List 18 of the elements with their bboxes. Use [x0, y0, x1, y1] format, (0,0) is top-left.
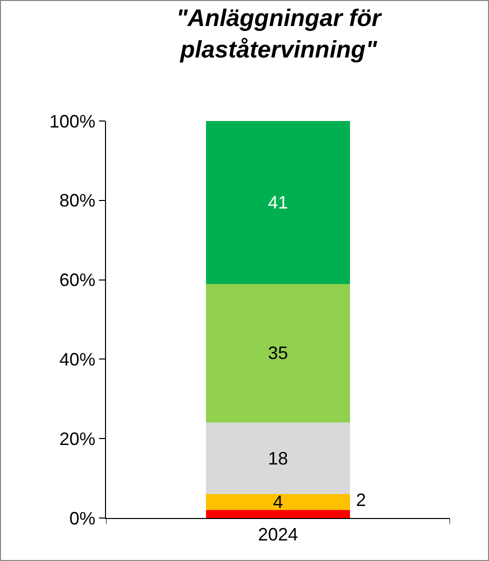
y-tick-label: 0%	[69, 508, 96, 528]
y-tick-label: 20%	[59, 428, 96, 449]
data-label: 4	[272, 492, 284, 512]
bar	[206, 284, 350, 423]
x-tick-label: 2024	[258, 524, 298, 545]
y-tick-label: 100%	[49, 111, 96, 132]
bar	[206, 510, 350, 518]
y-tick-label: 60%	[59, 270, 96, 290]
y-tick-label: 40%	[59, 350, 96, 370]
data-label: 41	[268, 192, 288, 212]
data-label: 2	[356, 490, 366, 510]
data-label: 18	[268, 448, 288, 468]
chart-title: "Anläggningar för plaståtervinning"	[176, 5, 383, 64]
bar	[206, 121, 350, 284]
bar	[206, 422, 350, 494]
y-tick-label: 80%	[59, 190, 96, 211]
bar	[206, 494, 350, 510]
data-label: 35	[268, 343, 288, 364]
